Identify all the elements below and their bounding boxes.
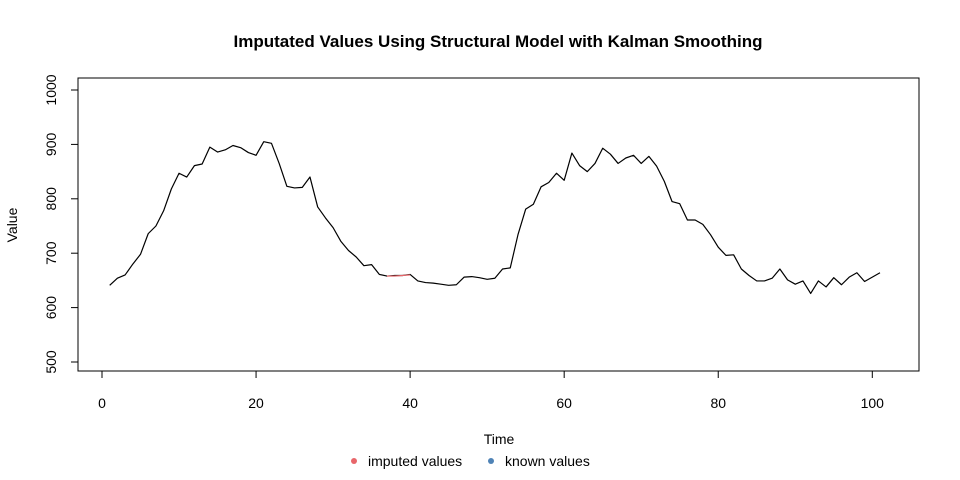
legend: imputed values known values (351, 453, 590, 469)
legend-marker (351, 458, 357, 464)
y-tick-label: 600 (43, 296, 59, 320)
x-tick-label: 100 (861, 395, 885, 411)
y-tick-label: 800 (43, 187, 59, 211)
plot-area-frame (77, 77, 920, 372)
x-axis-label: Time (484, 431, 515, 447)
y-tick-label: 900 (43, 133, 59, 157)
chart-title: Imputated Values Using Structural Model … (234, 32, 763, 51)
x-tick-label: 40 (402, 395, 418, 411)
series-group (109, 141, 881, 295)
legend-label: imputed values (368, 453, 462, 469)
x-tick-label: 80 (710, 395, 726, 411)
y-tick-label: 700 (43, 241, 59, 265)
legend-label: known values (505, 453, 590, 469)
series-line-imputed-values (387, 274, 411, 277)
legend-marker (488, 458, 494, 464)
y-axis-label: Value (4, 207, 20, 242)
series-line-known-values (109, 141, 881, 295)
x-tick-label: 60 (556, 395, 572, 411)
y-axis: 500 600 700 800 900 1000 (43, 74, 79, 374)
y-tick-label: 1000 (43, 74, 59, 105)
x-axis: 0 20 40 60 80 100 (98, 370, 885, 411)
x-tick-label: 0 (98, 395, 106, 411)
x-tick-label: 20 (248, 395, 264, 411)
y-tick-label: 500 (43, 350, 59, 374)
